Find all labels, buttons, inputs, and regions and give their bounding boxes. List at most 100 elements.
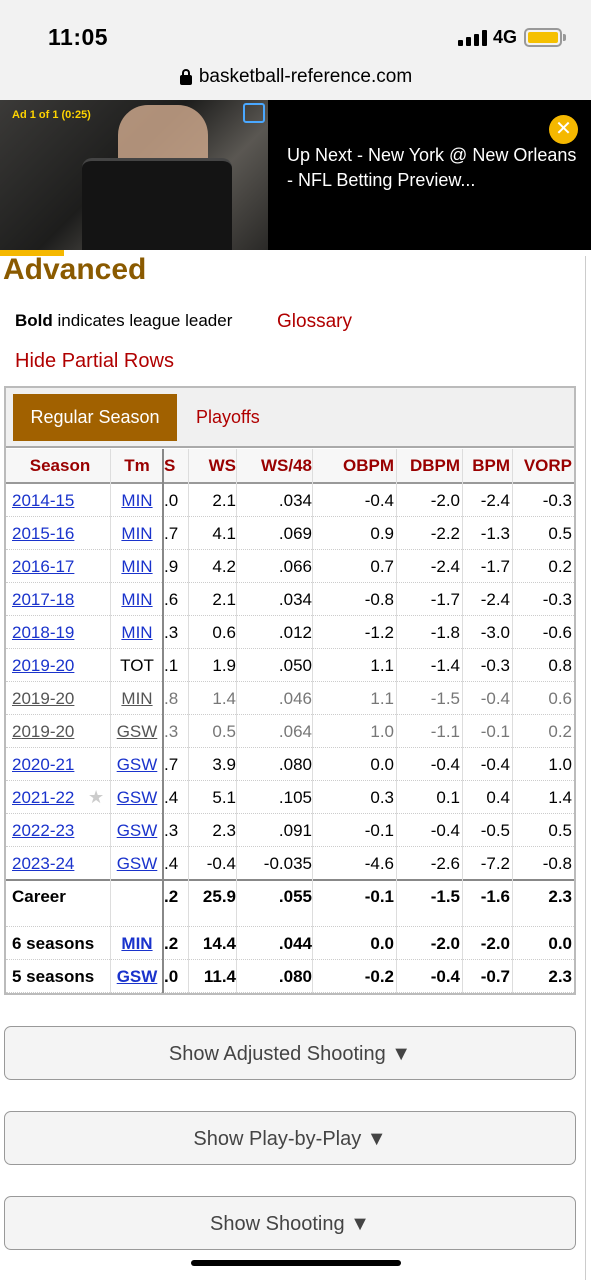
ad-info-icon[interactable] <box>243 103 265 123</box>
show-adjusted-shooting-button[interactable]: Show Adjusted Shooting ▼ <box>4 1026 576 1080</box>
cell-ws48: .044 <box>278 934 312 953</box>
show-shooting-button[interactable]: Show Shooting ▼ <box>4 1196 576 1250</box>
cell-season[interactable]: 2018-19 <box>12 623 75 642</box>
season-row: 2018-19 MIN .3 0.6 .012 -1.2 -1.8 -3.0 -0.6 <box>6 616 574 649</box>
cell-ws48: -0.035 <box>263 854 312 873</box>
cell-ws: 1.4 <box>212 689 236 708</box>
cell-vorp: -0.6 <box>542 623 572 642</box>
cell-dbpm: -2.4 <box>430 557 460 576</box>
cell-tm[interactable]: MIN <box>121 557 153 576</box>
column-header-season[interactable]: Season <box>29 456 91 475</box>
column-header-dbpm[interactable]: DBPM <box>409 456 460 475</box>
cell-bpm: -1.3 <box>480 524 510 543</box>
cell-dbpm: -0.4 <box>430 755 460 774</box>
cell-dbpm: -1.1 <box>430 722 460 741</box>
cell-tm[interactable]: MIN <box>121 623 153 642</box>
column-header-ws48[interactable]: WS/48 <box>260 456 312 475</box>
cell-dbpm: -2.6 <box>430 854 460 873</box>
column-header-bpm[interactable]: BPM <box>472 456 510 475</box>
tab-regular-season[interactable]: Regular Season <box>13 394 177 441</box>
season-row: 2020-21 GSW .7 3.9 .080 0.0 -0.4 -0.4 1.0 <box>6 748 574 781</box>
cell-season[interactable]: 2022-23 <box>12 821 75 840</box>
cell-tm[interactable]: GSW <box>116 967 158 986</box>
cell-bpm: -3.0 <box>480 623 510 642</box>
cell-tm[interactable]: MIN <box>121 934 153 953</box>
cell-ws: 5.1 <box>212 788 236 807</box>
cell-ws48: .069 <box>278 524 312 543</box>
glossary-link[interactable]: Glossary <box>277 311 352 332</box>
cell-bpm: -0.4 <box>480 755 510 774</box>
cell-dbpm: -1.8 <box>430 623 460 642</box>
cell-tm[interactable]: MIN <box>121 590 153 609</box>
cell-ws: -0.4 <box>206 854 236 873</box>
cell-tm[interactable]: MIN <box>121 491 153 510</box>
cell-tm[interactable]: GSW <box>116 722 158 741</box>
cell-tm[interactable]: GSW <box>116 821 158 840</box>
cell-season[interactable]: 2019-20 <box>12 656 75 675</box>
season-row: 2019-20 GSW .3 0.5 .064 1.0 -1.1 -0.1 0.2 <box>6 715 574 748</box>
cell-ws: 3.9 <box>212 755 236 774</box>
cell-vorp: 0.5 <box>548 524 572 543</box>
column-divider <box>110 449 111 993</box>
cell-ws-part: .3 <box>164 821 179 840</box>
cell-ws48: .066 <box>278 557 312 576</box>
cell-ws48: .050 <box>278 656 312 675</box>
video-ad[interactable]: Ad 1 of 1 (0:25) Up Next - New York @ Ne… <box>0 100 591 250</box>
cell-ws-part: .2 <box>164 934 179 953</box>
advanced-table[interactable]: Regular Season Playoffs Season Tm S WS WS/48… <box>4 386 576 995</box>
cell-dbpm: -2.0 <box>430 491 460 510</box>
cell-season[interactable]: 2019-20 <box>12 689 75 708</box>
cell-tm[interactable]: MIN <box>121 524 153 543</box>
url-bar[interactable]: basketball-reference.com <box>0 54 591 100</box>
cell-bpm: 0.4 <box>486 788 510 807</box>
cell-bpm: -7.2 <box>480 854 510 873</box>
home-indicator <box>191 1260 401 1266</box>
cell-tm[interactable]: GSW <box>116 755 158 774</box>
career-divider <box>6 879 574 881</box>
ad-video-thumbnail[interactable] <box>0 100 268 250</box>
cell-ws48: .080 <box>278 755 312 774</box>
cell-tm[interactable]: GSW <box>116 854 158 873</box>
status-bar: 11:05 4G <box>0 0 591 54</box>
cell-season[interactable]: 2017-18 <box>12 590 75 609</box>
cell-season[interactable]: 2015-16 <box>12 524 75 543</box>
cell-bpm: -2.4 <box>480 491 510 510</box>
cell-season[interactable]: 2021-22 <box>12 788 75 807</box>
cell-ws48: .080 <box>278 967 312 986</box>
legend-bold: Bold <box>15 311 53 330</box>
cell-dbpm: -1.5 <box>430 887 460 906</box>
cell-obpm: -1.2 <box>364 623 394 642</box>
show-play-by-play-button[interactable]: Show Play-by-Play ▼ <box>4 1111 576 1165</box>
cell-season[interactable]: 2019-20 <box>12 722 75 741</box>
column-header-tm[interactable]: Tm <box>124 456 150 475</box>
tab-playoffs[interactable]: Playoffs <box>196 407 260 427</box>
cell-ws-part: .0 <box>164 967 179 986</box>
season-row: 2017-18 MIN .6 2.1 .034 -0.8 -1.7 -2.4 -0.3 <box>6 583 574 616</box>
franchise-row: 6 seasons MIN .2 14.4 .044 0.0 -2.0 -2.0 0.0 <box>6 927 574 960</box>
cell-ws-part: .1 <box>164 656 179 675</box>
table-tabs: Regular Season Playoffs <box>6 388 574 448</box>
column-header-obpm[interactable]: OBPM <box>343 456 394 475</box>
column-divider <box>396 449 397 993</box>
column-header-vorp[interactable]: VORP <box>523 456 572 475</box>
cell-tm[interactable]: GSW <box>116 788 158 807</box>
cell-season[interactable]: 2014-15 <box>12 491 75 510</box>
cell-tm[interactable]: MIN <box>121 689 153 708</box>
cell-ws-part: .9 <box>164 557 179 576</box>
ad-up-next[interactable]: Up Next - New York @ New Orleans - NFL B… <box>287 145 577 190</box>
cell-season[interactable]: 2020-21 <box>12 755 75 774</box>
cell-season[interactable]: 2016-17 <box>12 557 75 576</box>
hide-partial-rows-link[interactable]: Hide Partial Rows <box>15 350 174 372</box>
cell-dbpm: -2.0 <box>430 934 460 953</box>
cell-ws-part: .3 <box>164 722 179 741</box>
cell-obpm: 0.7 <box>370 557 394 576</box>
battery-cap <box>563 34 566 41</box>
cell-obpm: -0.1 <box>364 821 394 840</box>
column-header-vs[interactable]: S <box>164 456 176 475</box>
cell-season[interactable]: 2023-24 <box>12 854 75 873</box>
cell-ws-part: .0 <box>164 491 179 510</box>
cell-ws: 11.4 <box>203 967 236 986</box>
cell-ws-part: .4 <box>164 788 179 807</box>
close-icon[interactable]: ✕ <box>549 115 578 144</box>
column-header-ws[interactable]: WS <box>208 456 236 475</box>
